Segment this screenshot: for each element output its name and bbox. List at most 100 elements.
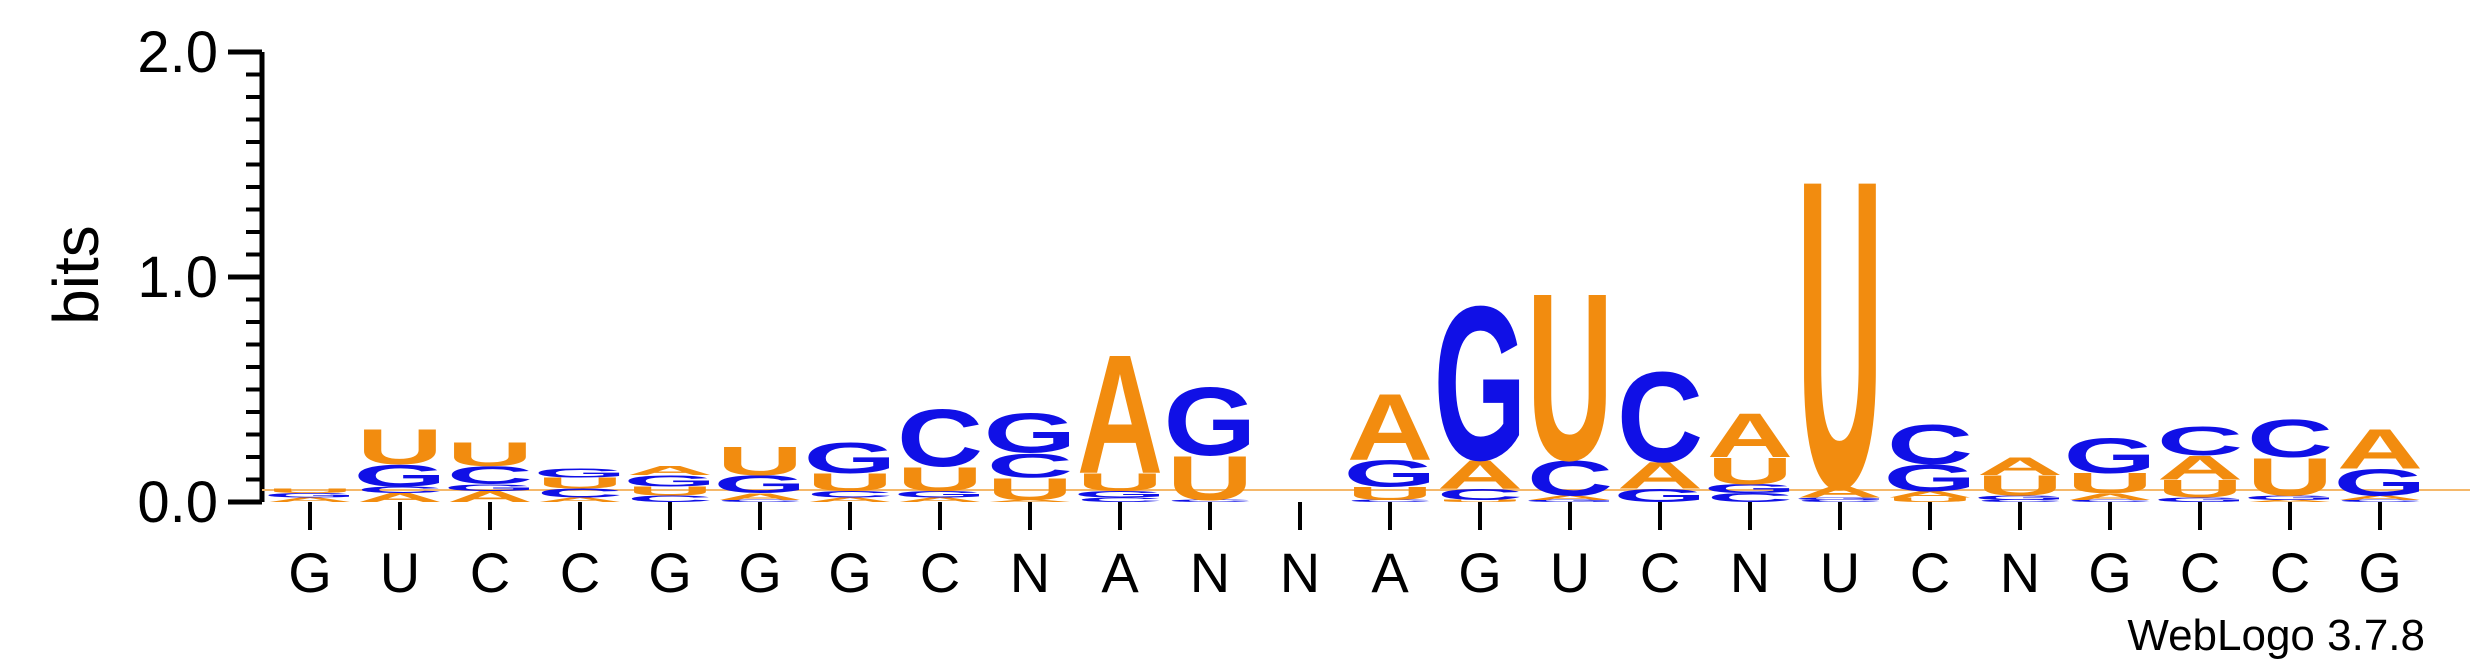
logo-letter-a: A (807, 496, 893, 503)
logo-letter-a: A (447, 488, 533, 506)
logo-stack: AGU (264, 487, 357, 503)
logo-letter-u: U (807, 468, 893, 496)
logo-letter-u: U (537, 474, 623, 492)
logo-letter-a: A (2157, 448, 2243, 487)
logo-letter-a: A (357, 491, 443, 505)
position-label: U (1550, 541, 1590, 604)
logo-letter-c: C (2247, 408, 2333, 468)
logo-letter-a: A (1077, 320, 1163, 510)
logo-letter-c: C (2067, 499, 2153, 502)
logo-letter-u: U (1167, 444, 1253, 514)
logo-letter-c: C (1977, 499, 2063, 502)
logo-letter-u: U (717, 438, 803, 484)
logo-letter-g: G (984, 401, 1077, 465)
position-label: C (920, 541, 960, 604)
logo-letter-g: G (2244, 494, 2337, 501)
logo-letter-a: A (1887, 489, 1973, 500)
logo-letter-g: G (1434, 260, 1527, 506)
logo-letter-u: U (267, 487, 353, 494)
logo-letter-g: G (1884, 457, 1977, 499)
logo-letter-g: G (804, 434, 897, 483)
logo-letter-a: A (1347, 374, 1433, 479)
y-tick-label: 2.0 (137, 20, 218, 85)
logo-letter-g: G (1614, 485, 1707, 506)
logo-letter-u: U (1797, 89, 1883, 580)
logo-stack: GAC (1614, 346, 1707, 506)
position-label: U (380, 541, 420, 604)
logo-letter-u: U (1077, 468, 1163, 496)
weblogo-credit: WebLogo 3.7.8 (2127, 611, 2425, 660)
logo-letter-g: G (2154, 496, 2247, 503)
logo-letter-c: C (1887, 412, 1973, 476)
logo-letter-u: U (627, 484, 713, 498)
logo-letter-a: A (2247, 499, 2333, 502)
position-label: C (470, 541, 510, 604)
position-label: G (738, 541, 782, 604)
position-label: C (2270, 541, 2310, 604)
logo-letter-c: C (1527, 450, 1613, 506)
position-label: G (1458, 541, 1502, 604)
position-label: C (1640, 541, 1680, 604)
logo-letter-c: C (1077, 496, 1163, 503)
position-label: U (1820, 541, 1860, 604)
logo-letter-u: U (2157, 475, 2243, 503)
logo-letter-a: A (537, 496, 623, 503)
logo-letter-u: U (1707, 450, 1793, 492)
logo-letter-u: U (447, 435, 533, 474)
logo-letter-u: U (1437, 499, 1523, 502)
logo-letter-g: G (894, 489, 987, 500)
y-ticks: 0.0 1.0 2.0 (137, 20, 262, 535)
logo-letter-u: U (1977, 470, 2063, 502)
position-label: A (1371, 541, 1409, 604)
logo-letter-c: C (447, 462, 533, 490)
logo-letter-a: A (897, 496, 983, 503)
logo-letter-c: C (2157, 418, 2243, 464)
logo-letter-g: G (354, 458, 447, 493)
logo-letter-g: G (264, 492, 357, 499)
y-tick-label: 1.0 (137, 245, 218, 310)
logo-letter-g: G (1524, 499, 1617, 502)
logo-letter-g: G (1704, 482, 1797, 496)
logo-letter-c: C (1797, 499, 1883, 502)
position-label: C (1910, 541, 1950, 604)
logo-letter-a: A (1707, 401, 1793, 471)
position-label: N (1190, 541, 1230, 604)
logo-letter-u: U (2067, 468, 2153, 500)
logo-letter-a: A (1977, 453, 2063, 481)
logo-letter-u: U (897, 459, 983, 498)
logo-letter-g: G (2334, 461, 2427, 503)
logo-letter-a: A (2337, 417, 2423, 481)
position-label: G (828, 541, 872, 604)
logo-letter-a: A (717, 491, 803, 502)
position-label: N (1730, 541, 1770, 604)
logo-letter-g: G (534, 466, 627, 480)
position-label: A (1101, 541, 1139, 604)
logo-letter-g: G (1074, 489, 1167, 500)
logo-letter-c: C (1167, 499, 1253, 502)
logo-letter-g: G (444, 482, 537, 493)
logo-letter-c: C (897, 392, 983, 484)
logo-letter-c: C (357, 484, 443, 495)
position-label: N (2000, 541, 2040, 604)
logo-letter-u: U (1527, 244, 1613, 511)
logo-letter-a: A (267, 496, 353, 503)
logo-letter-g: G (1974, 494, 2067, 501)
logo-letter-g: G (1344, 452, 1437, 494)
position-label: G (648, 541, 692, 604)
